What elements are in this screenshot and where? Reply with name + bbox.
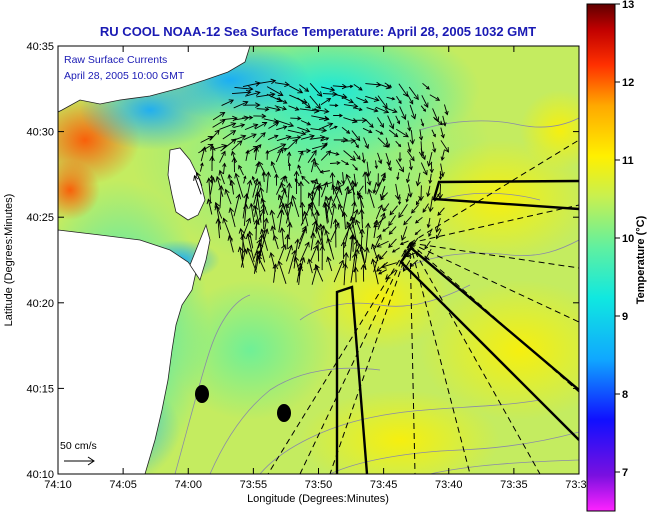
current-annotation-line1: Raw Surface Currents <box>64 54 167 66</box>
colorbar-tick-label: 7 <box>622 467 628 479</box>
x-tick-label: 74:00 <box>174 479 202 491</box>
y-tick-label: 40:15 <box>26 383 54 395</box>
colorbar-tick-label: 8 <box>622 389 628 401</box>
station-marker-2 <box>277 404 291 422</box>
scale-label: 50 cm/s <box>60 440 97 452</box>
colorbar-tick-label: 13 <box>622 0 634 11</box>
map-plot <box>20 20 620 490</box>
colorbar-label: Temperature (°C) <box>635 215 647 304</box>
colorbar-tick-label: 11 <box>622 155 634 167</box>
x-tick-label: 73:55 <box>240 479 268 491</box>
y-tick-label: 40:35 <box>26 41 54 53</box>
colorbar-ticks: 13 12 11 10 9 8 7 <box>615 0 634 479</box>
x-tick-label: 73:50 <box>305 479 333 491</box>
y-tick-label: 40:30 <box>26 127 54 139</box>
current-annotation-line2: April 28, 2005 10:00 GMT <box>64 70 185 82</box>
x-tick-label: 73:40 <box>435 479 463 491</box>
colorbar <box>587 4 615 511</box>
x-axis-label: Longitude (Degrees:Minutes) <box>247 493 389 505</box>
x-tick-label: 73:35 <box>500 479 528 491</box>
station-marker-1 <box>195 385 209 403</box>
y-tick-label: 40:25 <box>26 212 54 224</box>
figure-title: RU COOL NOAA-12 Sea Surface Temperature:… <box>100 24 536 39</box>
colorbar-tick-label: 10 <box>622 233 634 245</box>
x-tick-label: 74:05 <box>109 479 137 491</box>
colorbar-tick-label: 12 <box>622 77 634 89</box>
x-tick-label: 73:45 <box>370 479 398 491</box>
colorbar-tick-label: 9 <box>622 311 628 323</box>
y-axis-label: Latitude (Degrees:Minutes) <box>3 194 15 327</box>
y-tick-label: 40:10 <box>26 469 54 481</box>
y-tick-label: 40:20 <box>26 298 54 310</box>
